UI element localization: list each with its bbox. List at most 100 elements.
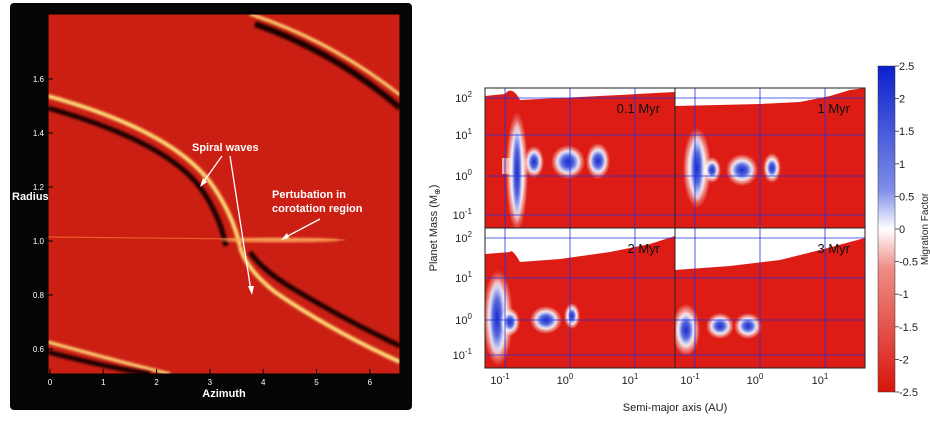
x-tick-base: 10 xyxy=(812,375,824,387)
corotation-perturbation xyxy=(220,237,340,243)
left-x-tick-label: 3 xyxy=(208,378,213,387)
left-x-axis-label: Azimuth xyxy=(202,388,246,400)
y-tick-exp: 0 xyxy=(468,168,473,177)
colorbar-ticks: 2.5 2 1.5 1 0.5 0 -0.5 -1 -1.5 -2 -2.5 xyxy=(895,61,918,399)
spiral-inner-bright xyxy=(48,94,242,247)
x-tick-exp: 0 xyxy=(569,372,574,381)
y-tick-base: 10 xyxy=(455,233,467,245)
annotation-pertubation-2: corotation region xyxy=(272,203,363,215)
y-tick-exp: 2 xyxy=(468,90,473,99)
arrow-pertubation xyxy=(283,218,321,239)
wave-lower-bright xyxy=(48,340,171,374)
colorbar-tick-label: -1.5 xyxy=(899,322,918,334)
y-tick-base: 10 xyxy=(455,315,467,327)
wave-upper-bright xyxy=(249,14,400,97)
left-x-tick-label: 5 xyxy=(314,378,319,387)
x-tick-exp: -1 xyxy=(503,372,511,381)
subpanel-2-myr xyxy=(485,228,675,368)
x-tick-base: 10 xyxy=(747,375,759,387)
y-label-end: ) xyxy=(428,185,440,189)
colorbar-tick-label: -1 xyxy=(899,289,909,301)
y-tick-label: 10-1 xyxy=(453,347,473,362)
colorbar-tick-label: 2 xyxy=(899,94,905,106)
right-x-ticks: 10-1 100 101 10-1 100 101 xyxy=(490,372,829,387)
x-tick-base: 10 xyxy=(680,375,692,387)
arrow-spiral-1 xyxy=(201,155,223,185)
left-y-axis-label: Radius xyxy=(12,191,49,203)
left-y-tick-label: 1.2 xyxy=(33,183,45,192)
y-tick-exp: 2 xyxy=(468,230,473,239)
y-label-main: Planet Mass (M xyxy=(428,195,440,271)
y-tick-exp: 1 xyxy=(468,270,473,279)
left-x-tick-label: 4 xyxy=(261,378,266,387)
wave-upper-dark xyxy=(254,21,400,111)
right-x-axis-label: Semi-major axis (AU) xyxy=(623,402,728,414)
y-tick-base: 10 xyxy=(455,130,467,142)
left-y-ticks: 0.6 0.8 1.0 1.2 1.4 1.6 xyxy=(33,75,53,354)
colorbar-tick-label: 0.5 xyxy=(899,191,914,203)
y-tick-exp: 0 xyxy=(468,312,473,321)
annotation-pertubation-1: Pertubation in xyxy=(272,189,346,201)
colorbar-tick-label: 0 xyxy=(899,224,905,236)
left-y-tick-label: 1.6 xyxy=(33,75,45,84)
x-tick-exp: 1 xyxy=(634,372,639,381)
y-tick-label: 101 xyxy=(455,270,472,285)
subpanel-0-1-myr xyxy=(485,88,675,228)
x-tick-label: 100 xyxy=(747,372,764,387)
left-y-tick-label: 0.8 xyxy=(33,291,45,300)
arrowhead-pertubation xyxy=(281,233,289,240)
subpanel-3-myr xyxy=(675,228,865,368)
arrow-spiral-2 xyxy=(229,155,252,292)
left-x-tick-label: 0 xyxy=(48,378,53,387)
y-tick-label: 101 xyxy=(455,127,472,142)
left-y-tick-label: 1.4 xyxy=(33,129,45,138)
x-tick-base: 10 xyxy=(557,375,569,387)
x-tick-base: 10 xyxy=(622,375,634,387)
map-border xyxy=(47,13,401,375)
y-tick-base: 10 xyxy=(453,210,465,222)
spiral-inner-dark xyxy=(48,105,229,247)
right-panel: 0.1 Myr 1 Myr 2 Myr 3 Myr 10-1 100 101 10-1… xyxy=(428,61,930,414)
y-tick-base: 10 xyxy=(455,93,467,105)
x-tick-label: 101 xyxy=(622,372,639,387)
left-x-tick-label: 2 xyxy=(154,378,159,387)
panel-label-0-1-myr: 0.1 Myr xyxy=(617,101,661,116)
subpanel-1-myr xyxy=(675,88,865,228)
y-tick-exp: -1 xyxy=(465,347,473,356)
arrowhead-spiral-1 xyxy=(200,178,207,187)
x-tick-label: 101 xyxy=(812,372,829,387)
panel-label-1-myr: 1 Myr xyxy=(818,101,851,116)
colorbar-tick-label: 2.5 xyxy=(899,61,914,73)
panel-label-2-myr: 2 Myr xyxy=(628,241,661,256)
left-x-tick-label: 1 xyxy=(101,378,106,387)
colorbar-tick-label: -0.5 xyxy=(899,257,918,269)
left-y-tick-label: 0.6 xyxy=(33,345,45,354)
x-tick-exp: 0 xyxy=(759,372,764,381)
x-tick-label: 10-1 xyxy=(680,372,700,387)
spiral-outer-dark xyxy=(247,250,400,349)
x-tick-exp: -1 xyxy=(693,372,701,381)
left-y-tick-label: 1.0 xyxy=(33,237,45,246)
colorbar-label: Migration Factor xyxy=(920,192,930,265)
colorbar-tick-label: -2.5 xyxy=(899,387,918,399)
wave-lower-dark xyxy=(48,349,151,374)
left-panel: 0.6 0.8 1.0 1.2 1.4 1.6 0 1 2 3 4 5 6 Radius Azimut… xyxy=(10,3,412,410)
colorbar-tick-label: -2 xyxy=(899,354,909,366)
y-tick-base: 10 xyxy=(455,273,467,285)
x-tick-base: 10 xyxy=(490,375,502,387)
y-tick-label: 102 xyxy=(455,230,472,245)
y-tick-exp: -1 xyxy=(465,207,473,216)
x-tick-label: 10-1 xyxy=(490,372,510,387)
arrowhead-spiral-2 xyxy=(248,286,254,295)
y-tick-base: 10 xyxy=(455,171,467,183)
colorbar-tick-label: 1 xyxy=(899,159,905,171)
colorbar-tick-label: 1.5 xyxy=(899,126,914,138)
right-y-axis-label: Planet Mass (M⊕) xyxy=(428,185,442,272)
panel-label-3-myr: 3 Myr xyxy=(818,241,851,256)
colorbar xyxy=(877,65,896,393)
x-tick-label: 100 xyxy=(557,372,574,387)
y-label-sub: ⊕ xyxy=(433,188,442,195)
left-x-ticks: 0 1 2 3 4 5 6 xyxy=(48,369,373,387)
